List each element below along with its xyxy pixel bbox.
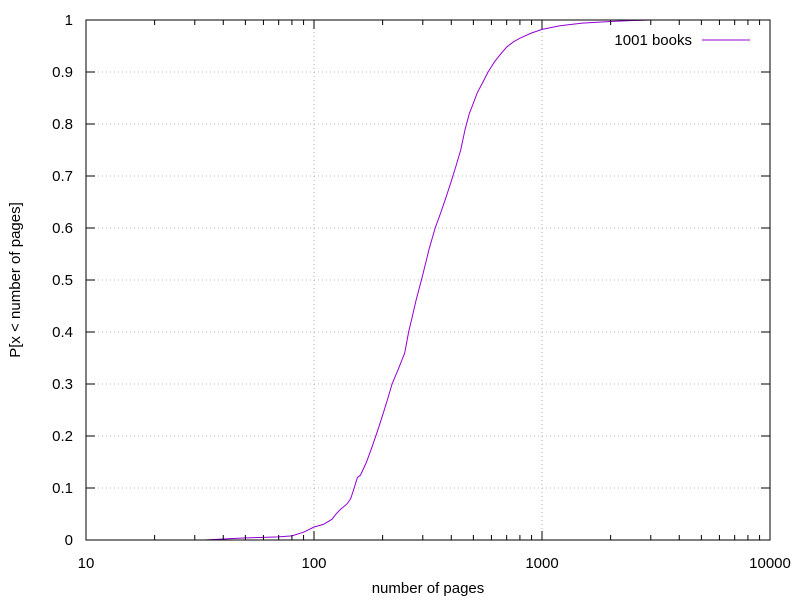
y-tick-label: 0.7	[52, 168, 73, 185]
x-tick-label: 10	[78, 555, 95, 572]
grid-lines	[86, 20, 770, 540]
y-tick-label: 0.5	[52, 272, 73, 289]
y-tick-label: 0.4	[52, 324, 73, 341]
legend-label: 1001 books	[614, 32, 692, 49]
y-tick-label: 0.9	[52, 64, 73, 81]
y-tick-label: 0.1	[52, 480, 73, 497]
y-tick-label: 0	[65, 532, 73, 549]
y-tick-label: 0.3	[52, 376, 73, 393]
y-tick-label: 0.6	[52, 220, 73, 237]
y-tick-label: 1	[65, 12, 73, 29]
tick-labels: 0 0.1 0.2 0.3 0.4 0.5 0.6 0.7 0.8 0.9 1 10 100 1000 10…	[52, 12, 791, 572]
x-tick-label: 100	[301, 555, 326, 572]
y-tick-label: 0.2	[52, 428, 73, 445]
legend: 1001 books	[614, 32, 750, 49]
y-tick-label: 0.8	[52, 116, 73, 133]
x-tick-label: 10000	[749, 555, 791, 572]
y-axis-title: P[x < number of pages]	[7, 202, 24, 358]
x-axis-title: number of pages	[372, 580, 485, 597]
series-line-1001-books	[204, 19, 680, 541]
x-tick-label: 1000	[525, 555, 558, 572]
tick-marks	[85, 19, 771, 541]
plot-frame	[85, 19, 771, 541]
series-layer	[204, 19, 680, 541]
